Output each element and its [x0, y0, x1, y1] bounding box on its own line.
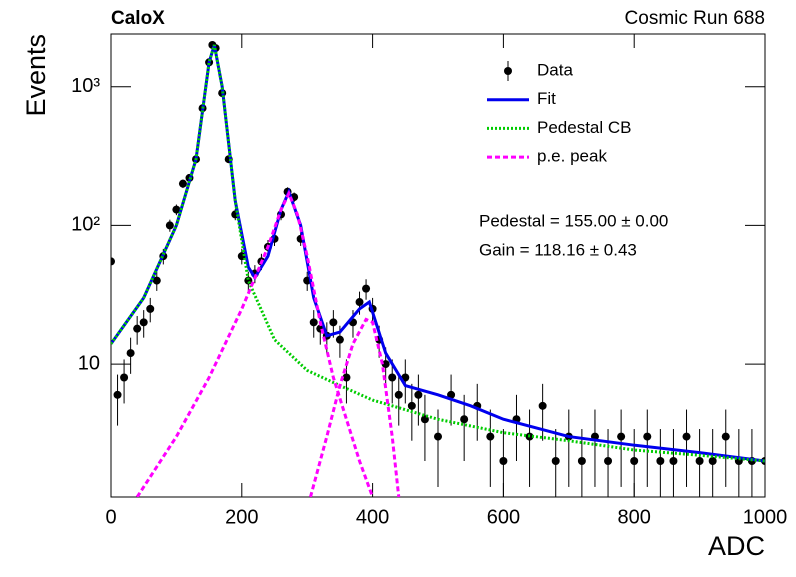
x-axis-label: ADC — [708, 531, 765, 561]
y-tick-label: 10 — [78, 352, 100, 374]
legend-label: Data — [537, 60, 573, 79]
fit-curve — [111, 44, 765, 463]
chart-title: CaloX — [111, 8, 165, 29]
legend-marker — [504, 67, 512, 75]
data-point — [695, 456, 704, 465]
x-tick-label: 600 — [487, 506, 520, 528]
fit-curve — [111, 44, 765, 463]
annotation: Pedestal = 155.00 ± 0.00 — [479, 211, 668, 230]
data-point — [178, 179, 187, 188]
data-point — [165, 221, 174, 230]
data-point — [381, 360, 390, 369]
legend-label: Fit — [537, 89, 556, 108]
x-tick-label: 200 — [225, 506, 258, 528]
x-tick-label: 800 — [618, 506, 651, 528]
data-point — [447, 390, 456, 399]
data-point — [126, 349, 135, 358]
y-axis-label: Events — [21, 34, 51, 117]
annotation: Gain = 118.16 ± 0.43 — [479, 240, 637, 259]
data-point — [355, 298, 364, 307]
x-tick-label: 1000 — [743, 506, 788, 528]
fit-curve — [135, 189, 375, 497]
data-point — [335, 335, 344, 344]
data-point — [669, 456, 678, 465]
y-tick-label: 10³ — [71, 75, 100, 97]
y-tick-label: 10² — [71, 214, 100, 236]
data-point — [682, 432, 691, 441]
data-point — [551, 456, 560, 465]
data-point — [329, 318, 338, 327]
data-point — [434, 432, 442, 441]
data-point — [146, 304, 155, 313]
data-point — [460, 415, 469, 424]
data-point — [414, 390, 423, 399]
data-point — [342, 373, 351, 382]
data-point — [538, 401, 547, 410]
data-point — [111, 257, 115, 266]
legend-label: p.e. peak — [537, 147, 607, 166]
data-point — [721, 432, 730, 441]
data-point — [499, 456, 508, 465]
data-point — [172, 205, 181, 214]
data-point — [120, 373, 129, 382]
data-point — [643, 432, 652, 441]
data-point — [708, 456, 717, 465]
chart-subtitle: Cosmic Run 688 — [625, 8, 765, 29]
legend-label: Pedestal CB — [537, 118, 632, 137]
data-point — [486, 432, 495, 441]
data-point — [604, 456, 613, 465]
x-tick-label: 0 — [105, 506, 116, 528]
plot-area — [111, 40, 765, 497]
data-point — [152, 276, 161, 285]
data-point — [113, 390, 122, 399]
data-point — [407, 401, 416, 410]
data-point — [656, 456, 665, 465]
data-point — [139, 318, 148, 327]
data-point — [577, 456, 586, 465]
data-point — [309, 318, 318, 327]
fit-curve — [309, 317, 401, 497]
data-point — [630, 456, 639, 465]
data-point — [388, 373, 397, 382]
data-point — [394, 390, 403, 399]
data-point — [133, 324, 142, 333]
x-tick-label: 400 — [356, 506, 389, 528]
data-point — [617, 432, 626, 441]
data-point — [362, 284, 371, 293]
